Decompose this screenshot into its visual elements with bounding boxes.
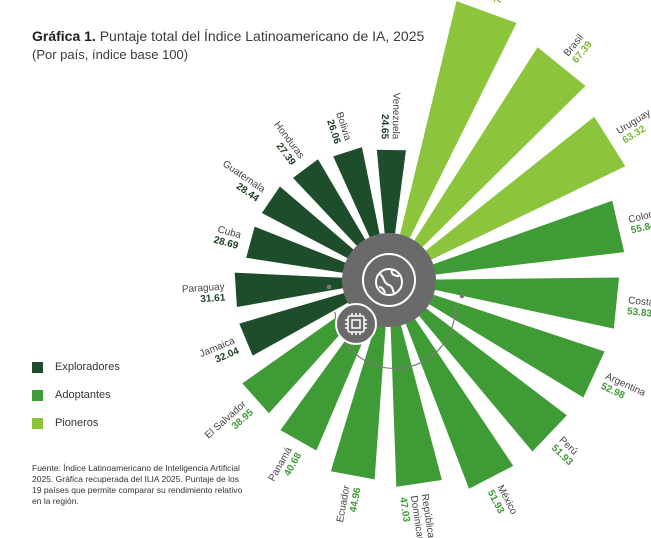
bar-label-group: Chile70.56	[482, 0, 511, 5]
value-label: 70.56	[492, 0, 511, 5]
chart-hub	[326, 233, 465, 370]
legend-label: Adoptantes	[55, 389, 111, 401]
bracket-dot-right	[459, 293, 465, 299]
bar-república-dominicana	[390, 325, 442, 487]
bar-panamá	[280, 318, 371, 451]
bar-el-salvador	[242, 307, 358, 414]
category-label: Paraguay	[182, 282, 225, 296]
bar-paraguay	[234, 272, 343, 308]
value-label: 53.83	[626, 306, 651, 320]
value-label: 47.03	[397, 496, 412, 523]
value-label: 31.61	[200, 293, 226, 306]
chip-badge	[335, 303, 377, 345]
bar-honduras	[293, 159, 366, 246]
legend-label: Pioneros	[55, 417, 99, 429]
legend-item-pioneros: Pioneros	[32, 416, 120, 430]
bracket-dot-left	[326, 284, 332, 290]
legend: Exploradores Adoptantes Pioneros	[32, 360, 120, 444]
bar-chile	[400, 1, 517, 238]
bar-perú	[419, 308, 567, 452]
source-note: Fuente: Índice Latinoamericano de Inteli…	[32, 463, 243, 506]
bar-guatemala	[261, 186, 354, 259]
category-label: Chile	[482, 0, 500, 2]
bar-jamaica	[239, 293, 348, 356]
bar-label-group: Costa Rica53.83	[626, 295, 651, 320]
legend-swatch	[32, 417, 43, 429]
chart-subtitle: (Por país, índice base 100)	[32, 47, 189, 62]
legend-label: Exploradores	[55, 361, 120, 373]
bar-argentina	[429, 294, 605, 398]
legend-item-adoptantes: Adoptantes	[32, 388, 120, 402]
bars-group	[234, 1, 626, 489]
bar-colombia	[433, 200, 625, 275]
chip-icon	[345, 313, 367, 335]
bar-bolivia	[333, 147, 380, 238]
bar-costa-rica	[434, 277, 620, 329]
chart-title: Gráfica 1. Puntaje total del Índice Lati…	[32, 28, 425, 44]
category-label: Venezuela	[390, 92, 402, 139]
bar-venezuela	[376, 149, 406, 234]
legend-swatch	[32, 361, 43, 373]
bar-méxico	[405, 319, 514, 489]
legend-item-exploradores: Exploradores	[32, 360, 120, 374]
legend-swatch	[32, 389, 43, 401]
bar-cuba	[246, 226, 346, 273]
value-label: 44.96	[348, 486, 363, 513]
bar-uruguay	[425, 116, 626, 260]
value-label: 55.84	[630, 220, 651, 237]
value-label: 24.65	[379, 114, 390, 140]
globe-icon	[375, 268, 403, 296]
bar-brasil	[414, 47, 586, 247]
hub-inner-ring	[362, 253, 416, 307]
